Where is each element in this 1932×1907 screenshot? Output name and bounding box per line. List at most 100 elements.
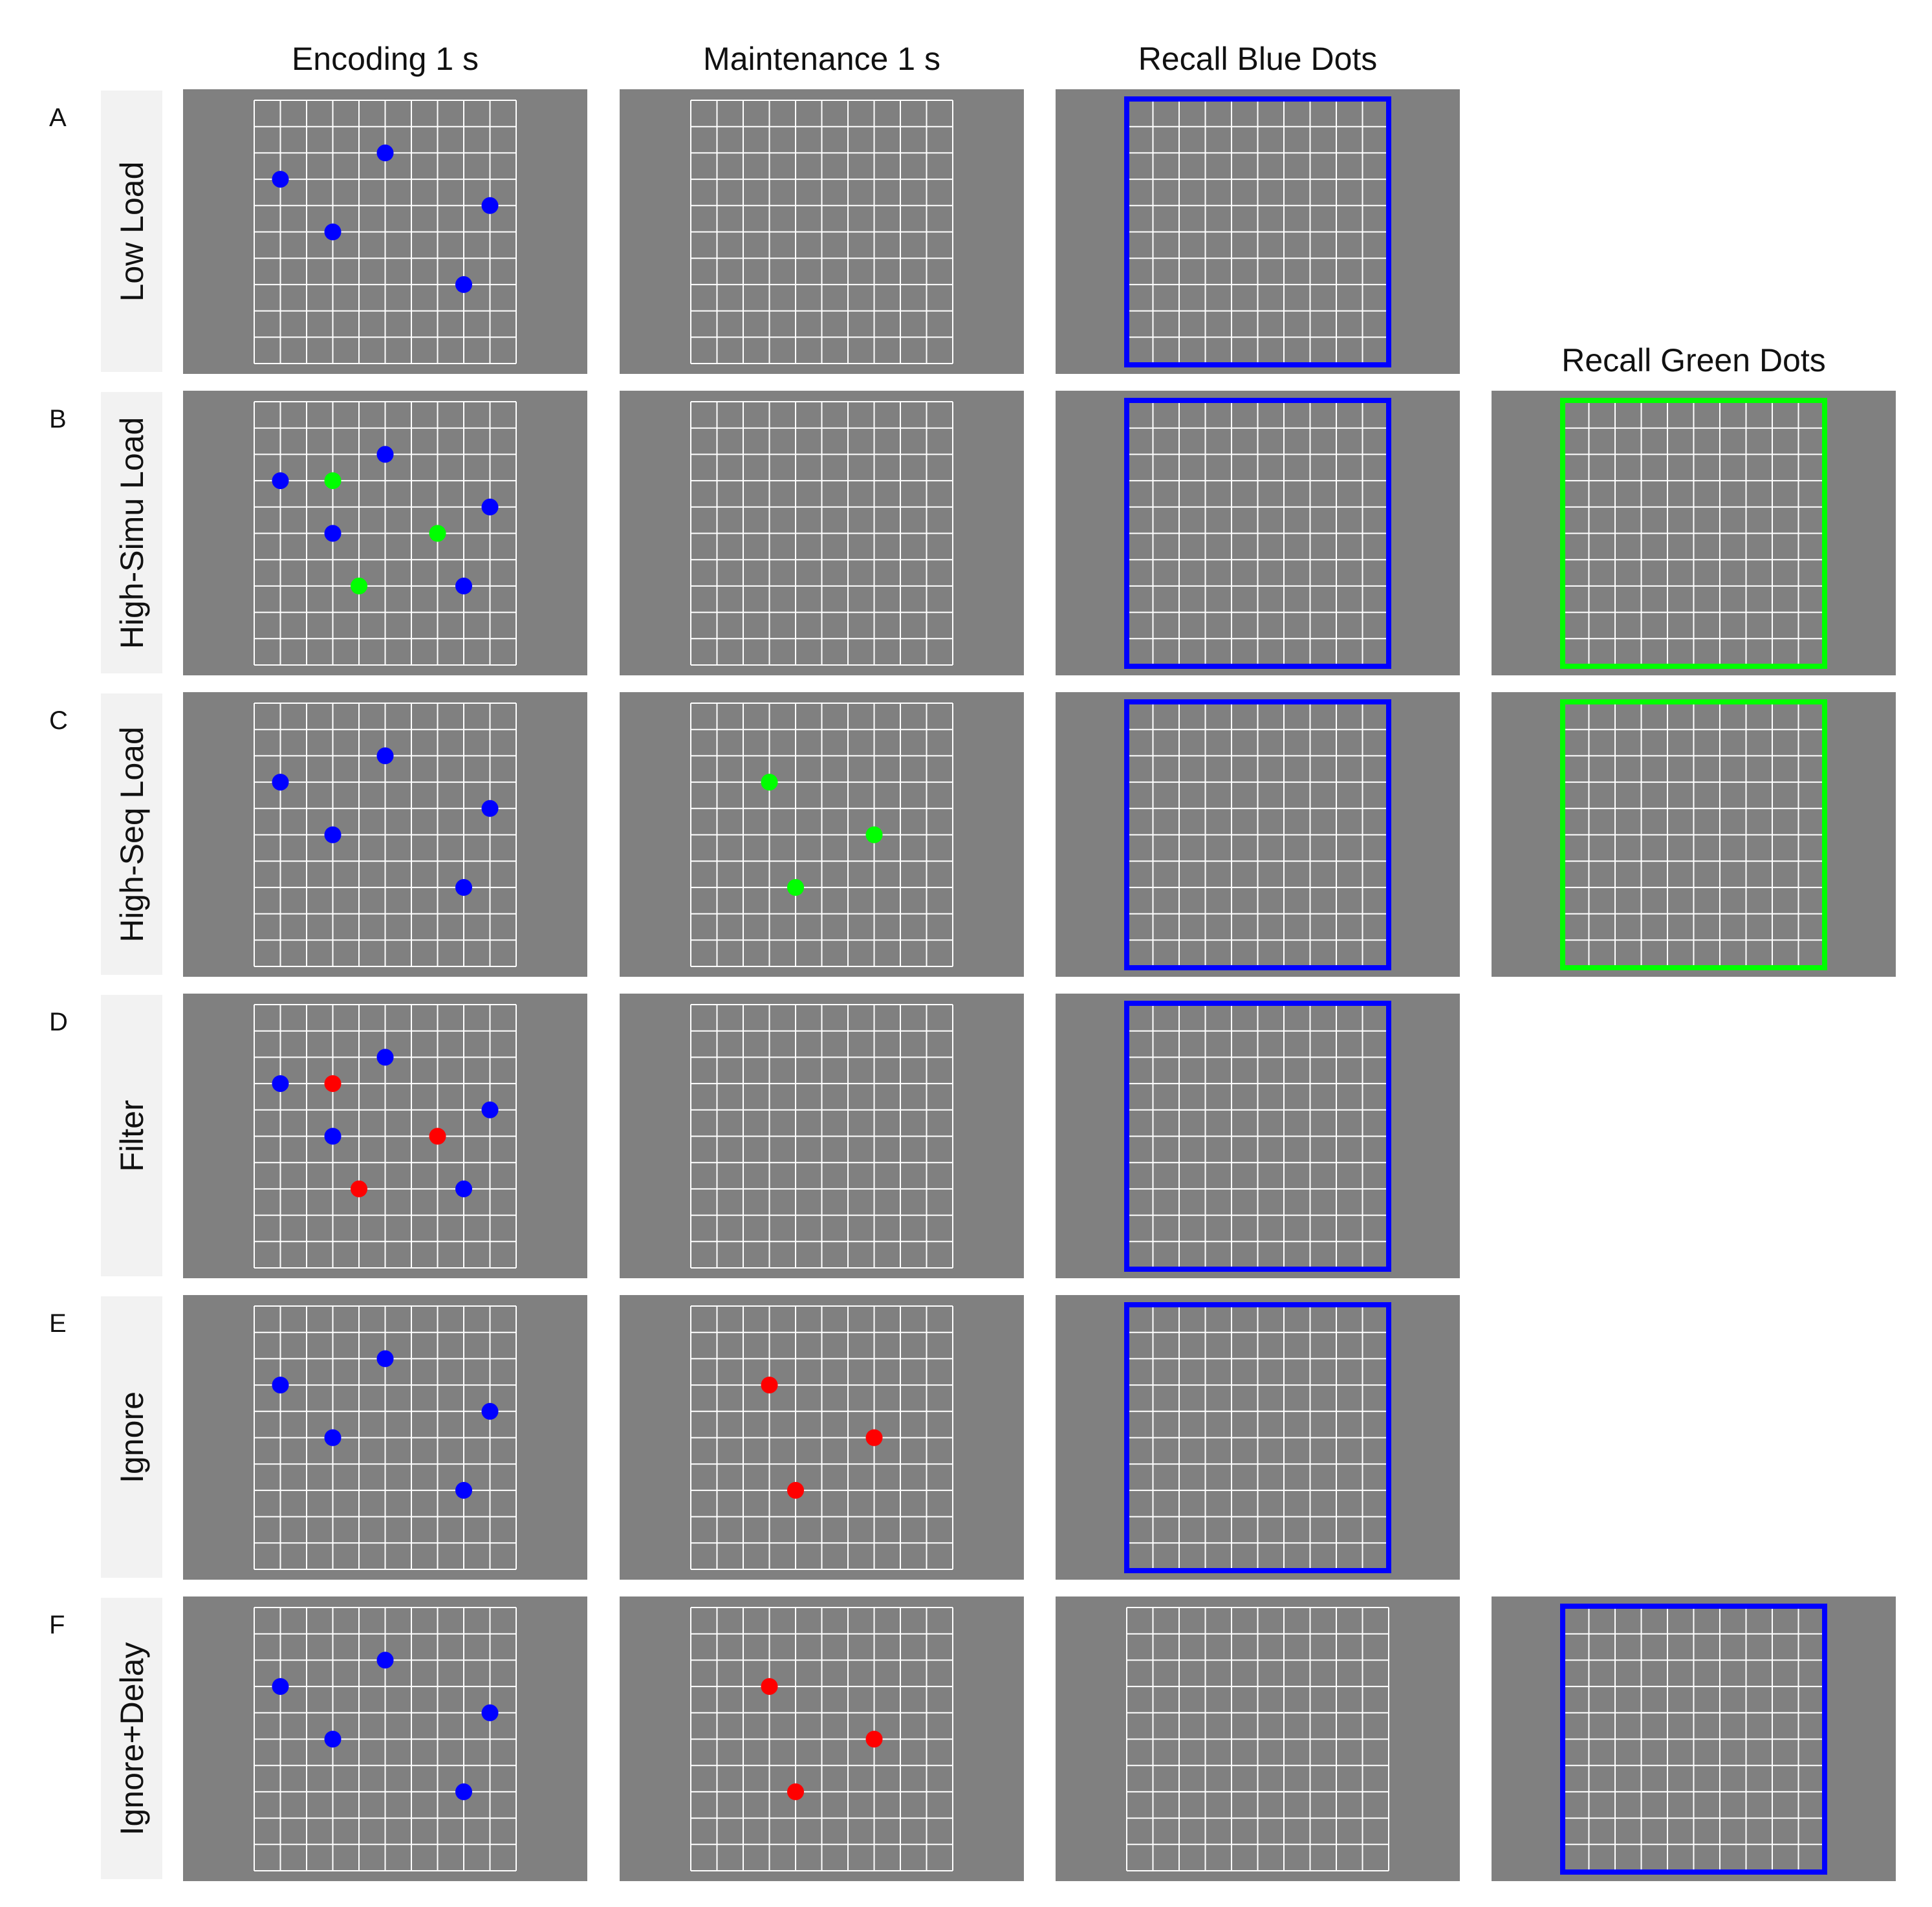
condition-label: High-Seq Load (113, 726, 150, 943)
grid (1562, 1607, 1825, 1871)
panel-recall_blue (1056, 994, 1460, 1278)
dot-red (761, 1377, 778, 1394)
grid-display (690, 1305, 953, 1570)
grid (690, 703, 953, 967)
grid (254, 1305, 517, 1570)
panel-encoding (183, 391, 587, 675)
dot-blue (324, 826, 342, 844)
dot-green (761, 774, 778, 791)
grid (1126, 1305, 1389, 1570)
dot-red (429, 1128, 446, 1145)
dot-blue (324, 1730, 342, 1748)
panel-maintenance (620, 692, 1024, 977)
row-letter: C (49, 706, 68, 735)
grid (254, 1607, 517, 1871)
grid-display (254, 703, 517, 967)
dot-blue (481, 498, 499, 516)
dot-blue (324, 1429, 342, 1446)
row-letter: F (49, 1611, 65, 1639)
panel-recall_blue (1056, 391, 1460, 675)
grid-display (254, 100, 517, 364)
dot-blue (481, 1402, 499, 1420)
condition-label: Low Load (113, 161, 150, 301)
panel-maintenance (620, 89, 1024, 374)
grid-display (690, 1004, 953, 1269)
panel-maintenance (620, 1295, 1024, 1580)
dot-blue (272, 472, 289, 490)
dot-blue (455, 1481, 472, 1499)
dot-blue (455, 878, 472, 896)
dot-blue (376, 1350, 394, 1368)
grid-display (690, 703, 953, 967)
row-label-strip: Ignore (101, 1296, 162, 1578)
grid-display (1124, 96, 1391, 367)
recall-frame-green (1560, 398, 1827, 669)
dot-blue (376, 144, 394, 162)
dot-blue (481, 1704, 499, 1721)
dot-blue (376, 1651, 394, 1669)
column-heading-maintenance: Maintenance 1 s (703, 41, 940, 77)
recall-frame-green (1560, 699, 1827, 970)
dot-blue (376, 446, 394, 463)
recall-frame-blue (1124, 398, 1391, 669)
grid-display (690, 1607, 953, 1871)
dot-red (761, 1678, 778, 1695)
dot-green (351, 577, 367, 594)
grid-display (1560, 699, 1827, 970)
dot-blue (324, 223, 342, 241)
grid-display (1124, 1001, 1391, 1272)
dot-green (865, 826, 883, 844)
grid-display (690, 401, 953, 666)
grid (1126, 401, 1389, 666)
grid-display (1560, 1604, 1827, 1875)
dot-red (865, 1730, 883, 1748)
panel-recall_blue (1056, 1295, 1460, 1580)
panel-maintenance (620, 994, 1024, 1278)
grid (254, 100, 517, 364)
dot-green (429, 525, 446, 542)
grid-display (1126, 1607, 1389, 1871)
condition-label: Ignore (113, 1391, 150, 1483)
dot-blue (481, 800, 499, 817)
grid-display (1124, 699, 1391, 970)
grid (690, 1004, 953, 1269)
row-letter: A (49, 104, 67, 132)
grid-display (1124, 1302, 1391, 1573)
dot-blue (481, 197, 499, 214)
grid-display (690, 100, 953, 364)
dot-red (324, 1075, 342, 1093)
condition-label: High-Simu Load (113, 417, 150, 649)
dot-blue (481, 1101, 499, 1118)
dot-red (351, 1180, 367, 1197)
row-label-strip: Filter (101, 995, 162, 1276)
grid (1126, 703, 1389, 967)
panel-recall_green (1492, 1596, 1896, 1881)
panel-recall_green (1492, 391, 1896, 675)
dot-blue (272, 171, 289, 188)
dot-blue (324, 525, 342, 542)
row-label-strip: High-Simu Load (101, 392, 162, 673)
row-label-strip: Ignore+Delay (101, 1598, 162, 1879)
dot-blue (455, 1180, 472, 1197)
grid-display (1124, 398, 1391, 669)
panel-encoding (183, 692, 587, 977)
dot-green (787, 878, 804, 896)
grid (1126, 1004, 1389, 1269)
recall-frame-blue (1124, 96, 1391, 367)
row-label-strip: High-Seq Load (101, 693, 162, 975)
panel-recall_blue (1056, 1596, 1460, 1881)
grid (1562, 703, 1825, 967)
column-heading-recall_green: Recall Green Dots (1561, 342, 1826, 378)
grid-display (254, 1004, 517, 1269)
panel-maintenance (620, 1596, 1024, 1881)
grid (254, 703, 517, 967)
grid-display (254, 1305, 517, 1570)
grid (254, 401, 517, 666)
recall-frame-blue (1560, 1604, 1827, 1875)
dot-blue (455, 577, 472, 594)
condition-label: Ignore+Delay (113, 1642, 150, 1835)
panel-recall_green (1492, 692, 1896, 977)
dot-red (865, 1429, 883, 1446)
grid (254, 1004, 517, 1269)
dot-red (787, 1481, 804, 1499)
